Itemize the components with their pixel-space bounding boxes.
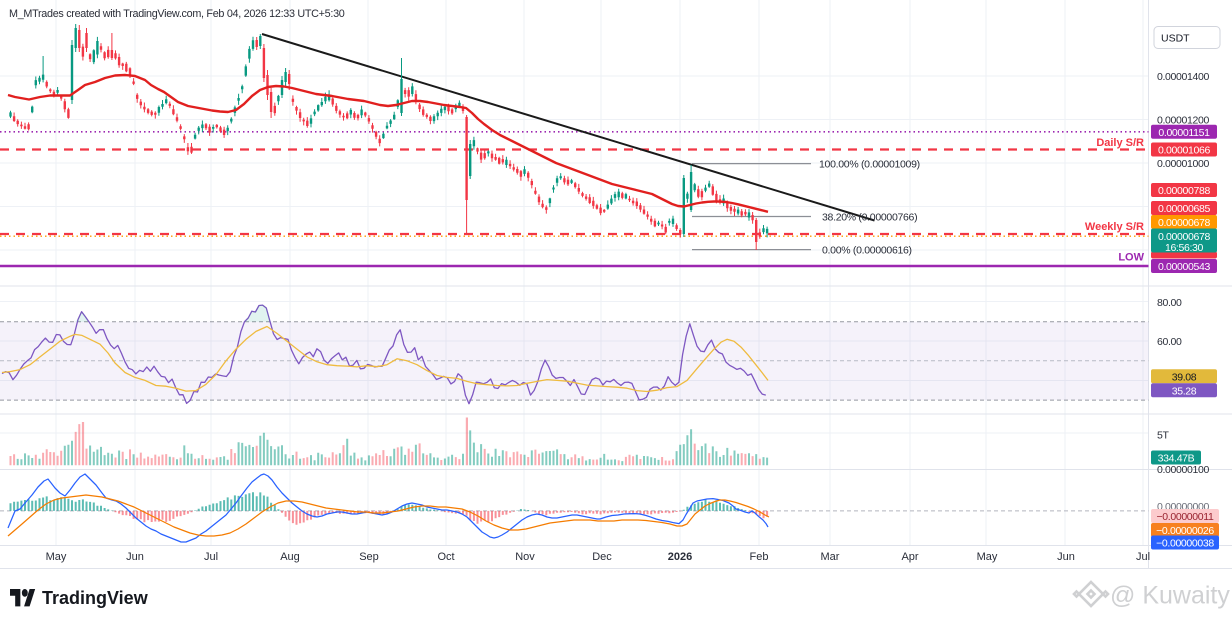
svg-text:0.00000100: 0.00000100	[1157, 464, 1209, 476]
svg-text:−0.00000038: −0.00000038	[1156, 538, 1214, 550]
svg-text:Jul: Jul	[1136, 551, 1150, 563]
svg-text:May: May	[977, 551, 998, 563]
svg-text:Aug: Aug	[280, 551, 300, 563]
svg-text:0.00% (0.00000616): 0.00% (0.00000616)	[822, 245, 912, 257]
svg-text:Mar: Mar	[821, 551, 840, 563]
svg-text:60.00: 60.00	[1157, 336, 1182, 348]
svg-text:M_MTrades created with Trading: M_MTrades created with TradingView.com, …	[9, 8, 345, 20]
svg-text:Weekly S/R: Weekly S/R	[1085, 221, 1144, 233]
svg-text:0.00000685: 0.00000685	[1158, 203, 1210, 215]
svg-text:5T: 5T	[1157, 430, 1169, 442]
svg-text:0.00000788: 0.00000788	[1158, 185, 1210, 197]
svg-text:0.00001400: 0.00001400	[1157, 71, 1209, 83]
svg-text:2026: 2026	[668, 551, 692, 563]
svg-text:May: May	[46, 551, 67, 563]
svg-text:Jun: Jun	[1057, 551, 1075, 563]
svg-text:0.00001200: 0.00001200	[1157, 115, 1209, 127]
svg-text:−0.00000026: −0.00000026	[1156, 525, 1214, 537]
svg-text:0.00000678: 0.00000678	[1158, 217, 1210, 229]
svg-text:100.00% (0.00001009): 100.00% (0.00001009)	[819, 159, 920, 171]
svg-text:Sep: Sep	[359, 551, 379, 563]
svg-text:Feb: Feb	[750, 551, 769, 563]
svg-text:Jul: Jul	[204, 551, 218, 563]
svg-text:USDT: USDT	[1161, 33, 1190, 45]
svg-text:80.00: 80.00	[1157, 297, 1182, 309]
svg-text:TradingView: TradingView	[42, 588, 149, 608]
svg-text:Daily S/R: Daily S/R	[1096, 137, 1144, 149]
svg-text:Jun: Jun	[126, 551, 144, 563]
svg-text:0.00001066: 0.00001066	[1158, 145, 1210, 157]
svg-text:Nov: Nov	[515, 551, 535, 563]
svg-text:Dec: Dec	[592, 551, 612, 563]
svg-text:334.47B: 334.47B	[1158, 453, 1195, 465]
svg-text:LOW: LOW	[1118, 252, 1144, 264]
svg-text:−0.00000011: −0.00000011	[1157, 511, 1214, 523]
svg-text:39.08: 39.08	[1172, 371, 1197, 383]
svg-text:16:56:30: 16:56:30	[1165, 242, 1204, 254]
svg-text:0.00001000: 0.00001000	[1157, 158, 1209, 170]
svg-text:0.00000543: 0.00000543	[1158, 261, 1210, 273]
svg-text:35.28: 35.28	[1172, 385, 1197, 397]
svg-text:0.00000678: 0.00000678	[1158, 231, 1210, 243]
svg-text:@ Kuwaity: @ Kuwaity	[1110, 582, 1230, 610]
svg-text:Oct: Oct	[437, 551, 454, 563]
svg-text:0.00001151: 0.00001151	[1158, 127, 1210, 139]
svg-text:38.20% (0.00000766): 38.20% (0.00000766)	[822, 212, 917, 224]
svg-text:Apr: Apr	[901, 551, 918, 563]
